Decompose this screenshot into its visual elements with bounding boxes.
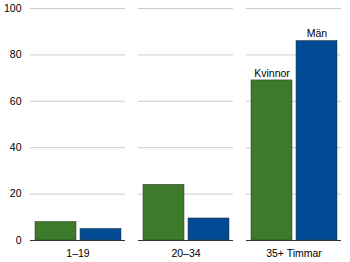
svg-text:40: 40: [10, 141, 22, 153]
svg-text:100: 100: [4, 2, 22, 14]
svg-text:1–19: 1–19: [66, 247, 90, 259]
svg-text:Kvinnor: Kvinnor: [254, 67, 290, 79]
svg-text:80: 80: [10, 48, 22, 60]
svg-text:35+ Timmar: 35+ Timmar: [266, 247, 322, 259]
svg-text:60: 60: [10, 95, 22, 107]
svg-text:Män: Män: [307, 27, 328, 39]
svg-text:0: 0: [16, 234, 22, 246]
svg-text:20: 20: [10, 187, 22, 199]
svg-text:20–34: 20–34: [171, 247, 200, 259]
